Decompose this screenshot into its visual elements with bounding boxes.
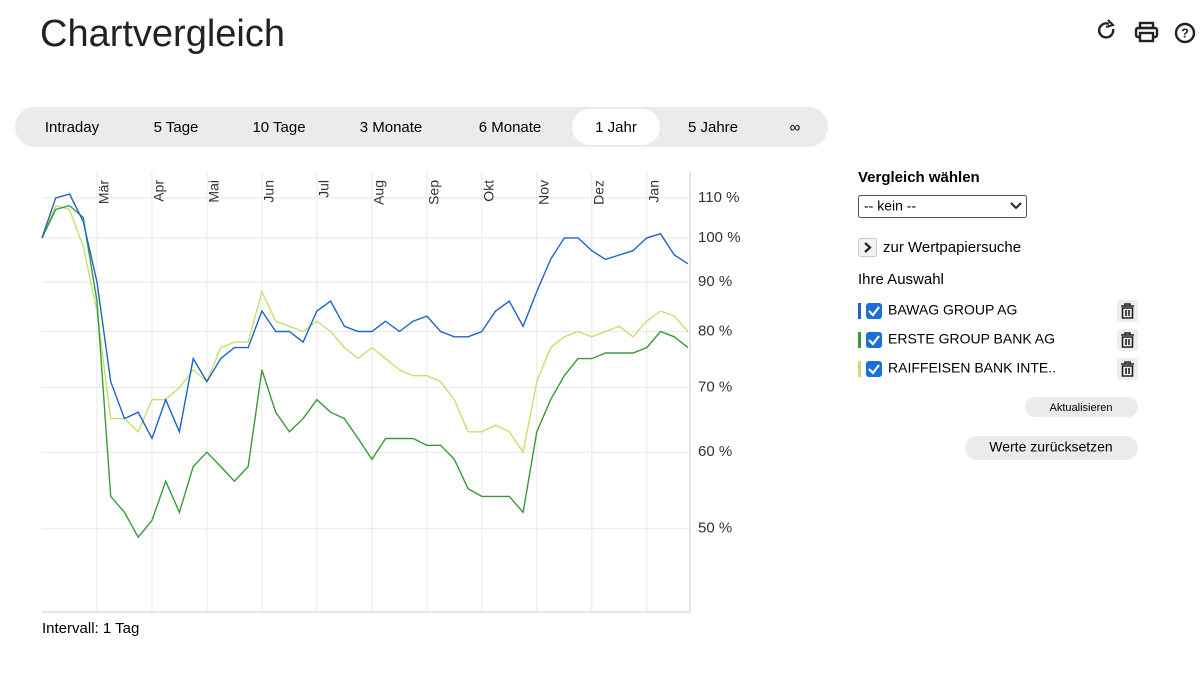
x-tick-label: Nov (536, 180, 552, 205)
x-tick-label: Mär (96, 180, 112, 204)
trash-icon (1121, 332, 1134, 348)
search-arrow (864, 242, 872, 253)
x-tick-label: Dez (590, 180, 606, 205)
compare-label: Vergleich wählen (858, 169, 980, 186)
update-button-label: Aktualisieren (1050, 402, 1113, 414)
tab[interactable]: 5 Tage (154, 119, 199, 136)
tab[interactable]: 5 Jahre (688, 119, 738, 136)
compare-select[interactable] (858, 195, 1027, 218)
series-line (41, 204, 689, 454)
checkbox[interactable] (866, 303, 882, 319)
y-tick-label: 110 % (698, 189, 739, 206)
y-tick-label: 100 % (698, 229, 741, 246)
refresh-icon[interactable] (1097, 19, 1115, 39)
reset-button-label: Werte zurücksetzen (989, 439, 1112, 455)
x-tick-label: Jun (261, 180, 277, 203)
legend-swatch (858, 332, 861, 348)
series-line (41, 204, 689, 539)
y-tick-label: 60 % (698, 443, 732, 460)
series-line (41, 193, 689, 441)
tab[interactable]: 10 Tage (252, 119, 305, 136)
chart-note: Intervall: 1 Tag (42, 620, 139, 637)
tab[interactable]: 1 Jahr (595, 119, 637, 136)
x-tick-label: Mai (206, 180, 222, 203)
checkbox[interactable] (866, 332, 882, 348)
checkmark (868, 364, 880, 375)
page-title: Chartvergleich (40, 13, 285, 55)
checkmark (868, 306, 880, 317)
reset-button[interactable] (965, 436, 1138, 460)
tab[interactable]: ∞ (790, 119, 801, 136)
svg-text:?: ? (1181, 25, 1189, 40)
checkbox[interactable] (866, 361, 882, 377)
legend-label: BAWAG GROUP AG (888, 302, 1017, 318)
x-tick-label: Aug (371, 180, 387, 205)
selection-label: Ihre Auswahl (858, 271, 944, 288)
tab-active (572, 109, 660, 145)
y-tick-label: 50 % (698, 520, 732, 537)
trash-icon (1121, 303, 1134, 319)
legend-label: ERSTE GROUP BANK AG (888, 331, 1055, 347)
tab[interactable]: 3 Monate (360, 119, 423, 136)
search-link[interactable]: zur Wertpapiersuche (883, 239, 1021, 256)
search-arrow-box[interactable] (858, 238, 877, 257)
x-tick-label: Jul (316, 180, 332, 198)
legend-swatch (858, 303, 861, 319)
legend-label: RAIFFEISEN BANK INTE.. (888, 360, 1056, 376)
x-tick-label: Jan (645, 180, 661, 203)
y-tick-label: 90 % (698, 273, 732, 290)
legend-swatch (858, 361, 861, 377)
y-tick-label: 70 % (698, 379, 732, 396)
print-icon[interactable] (1134, 21, 1159, 43)
select-value: -- kein -- (864, 198, 916, 214)
tab[interactable]: 6 Monate (479, 119, 542, 136)
tab[interactable]: Intraday (45, 119, 100, 136)
x-tick-label: Sep (426, 180, 442, 205)
update-button[interactable] (1025, 397, 1138, 417)
x-tick-label: Okt (481, 180, 497, 202)
trash-icon (1121, 361, 1134, 377)
x-tick-label: Apr (151, 180, 167, 202)
select-arrow (1010, 202, 1022, 210)
help-icon[interactable]: ? (1174, 22, 1196, 44)
checkmark (868, 335, 880, 346)
y-tick-label: 80 % (698, 322, 732, 339)
